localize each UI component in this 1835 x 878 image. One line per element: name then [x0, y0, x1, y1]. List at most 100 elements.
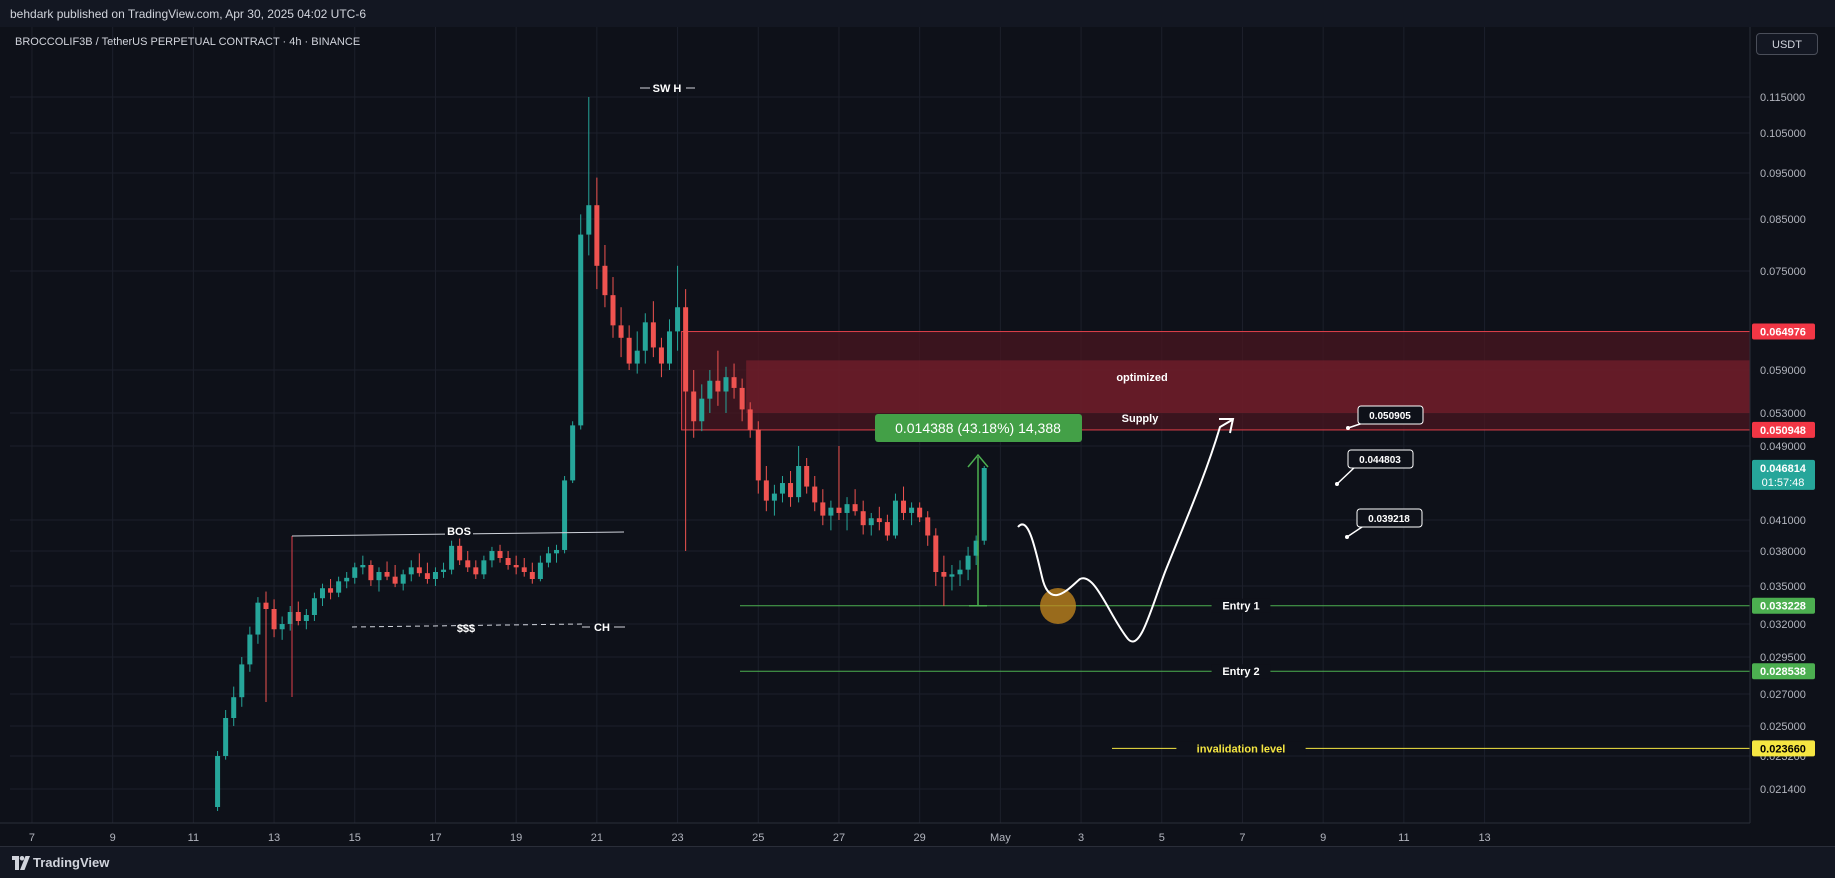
measure-arrow [967, 453, 989, 468]
candle-body [562, 480, 568, 550]
candle-body [747, 409, 753, 430]
candle-body [820, 502, 826, 516]
price-tag-value: 0.033228 [1760, 601, 1806, 613]
price-tick-label: 0.032000 [1760, 619, 1806, 631]
invalidation-label: invalidation level [1197, 743, 1286, 755]
liquidity-label: $$$ [457, 623, 475, 635]
candle-body [965, 555, 971, 570]
candle-body [368, 565, 374, 581]
candle-body [328, 588, 334, 593]
candle-body [957, 569, 963, 575]
time-tick-label: 23 [671, 832, 683, 844]
zone-label-supply: Supply [1122, 413, 1160, 425]
candle-body [311, 598, 317, 615]
price-tag-value: 0.023660 [1760, 743, 1806, 755]
candle-body [723, 377, 729, 392]
price-tag-value: 0.050948 [1760, 425, 1806, 437]
target-label: 0.044803 [1359, 455, 1401, 466]
candle-body [400, 574, 406, 584]
time-tick-label: 9 [1320, 832, 1326, 844]
price-tick-label: 0.027000 [1760, 689, 1806, 701]
candle-body [949, 574, 955, 577]
target-box [1357, 405, 1424, 425]
candle-body [779, 483, 785, 494]
time-tick-label: 7 [29, 832, 35, 844]
candle-body [836, 507, 842, 513]
price-tag [1752, 663, 1815, 680]
top-bar: behdark published on TradingView.com, Ap… [0, 0, 1835, 28]
entry-levels: Entry 1 Entry 2 invalidation level [740, 598, 1750, 756]
candle-body [570, 425, 576, 481]
candle-body [771, 493, 777, 501]
price-tag [1752, 597, 1815, 614]
candle-body [336, 581, 342, 593]
price-tick-label: 0.041000 [1760, 515, 1806, 527]
candle-body [481, 560, 487, 575]
candle-body [545, 553, 551, 563]
chart-area[interactable]: optimized Supply Entry 1 Entry 2 invalidati… [0, 27, 1835, 846]
candle-body [618, 325, 624, 338]
candle-body [707, 380, 713, 399]
time-tick-label: 9 [110, 832, 116, 844]
candle-body [892, 500, 898, 536]
candle-body [441, 569, 447, 572]
price-tick-label: 0.115000 [1760, 92, 1805, 104]
projected-arrow [1219, 418, 1235, 434]
price-tick-label: 0.105000 [1760, 128, 1806, 140]
bos-label: BOS [447, 526, 471, 538]
candle-body [884, 522, 890, 536]
candle-body [489, 551, 495, 561]
candle-body [602, 265, 608, 296]
entry-1-label-bg [1211, 598, 1271, 613]
candle-body [666, 331, 672, 364]
price-tag [1752, 323, 1815, 340]
entry-circle [1040, 588, 1076, 624]
candle-body [465, 560, 471, 568]
entry-2-label-bg [1211, 664, 1271, 679]
price-tick-label: 0.059000 [1760, 365, 1806, 377]
price-tick-label: 0.029500 [1760, 652, 1806, 664]
axes: 0.115000 0.105000 0.095000 0.085000 0.075000… [0, 27, 1815, 844]
candle-body [812, 486, 818, 503]
price-tag [1752, 740, 1815, 757]
target-dot [1335, 482, 1339, 486]
candle-body [295, 612, 301, 621]
target-dot [1345, 535, 1349, 539]
time-tick-label: 29 [914, 832, 926, 844]
target-box [1347, 449, 1414, 469]
price-tick-label: 0.038000 [1760, 546, 1806, 558]
candle-body [432, 572, 438, 579]
candle-body [828, 507, 834, 516]
candle-body [909, 507, 915, 513]
price-tick-label: 0.021400 [1760, 784, 1806, 796]
target-pointer [1336, 465, 1357, 485]
bottom-bar: TradingView [0, 846, 1835, 878]
candle-body [376, 572, 382, 581]
price-tick-label: 0.075000 [1760, 266, 1806, 278]
candle-body [255, 602, 261, 635]
candle-body [925, 517, 931, 536]
candle-body [876, 518, 882, 523]
candle-body [449, 545, 455, 570]
candles [215, 97, 987, 811]
price-tick-label: 0.049000 [1760, 441, 1806, 453]
candle-body [658, 347, 664, 364]
candle-body [352, 567, 358, 578]
candle-body [231, 697, 237, 718]
candle-body [755, 429, 761, 481]
candle-body [360, 565, 366, 568]
candle-body [691, 391, 697, 422]
candle-body [392, 576, 398, 584]
candle-body [513, 565, 519, 568]
projected-path [1017, 419, 1233, 643]
candle-body [537, 562, 543, 579]
price-tag-countdown: 01:57:48 [1762, 477, 1805, 489]
candle-body [529, 572, 535, 579]
currency-button[interactable]: USDT [1756, 33, 1818, 55]
swh-label: SW H [653, 83, 682, 95]
candle-body [763, 480, 769, 501]
candle-body [933, 535, 939, 572]
candle-body [683, 307, 689, 392]
candle-body [521, 567, 527, 572]
time-tick-label: 25 [752, 832, 764, 844]
